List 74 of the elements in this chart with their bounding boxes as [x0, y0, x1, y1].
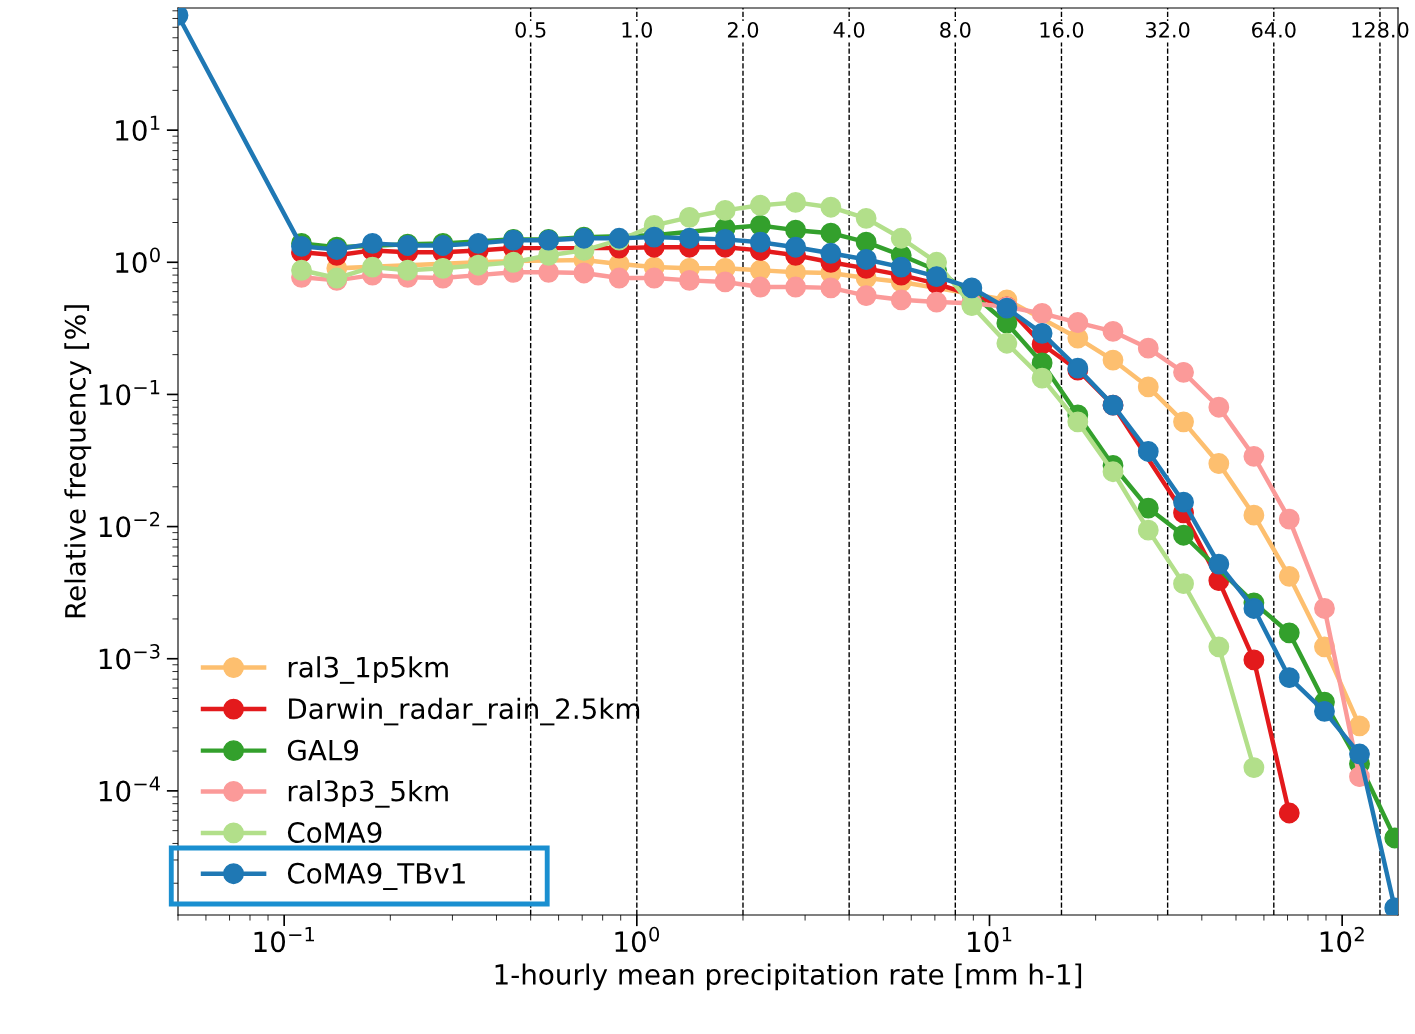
ref-line-label: 8.0: [940, 21, 971, 38]
y-tick-label: 10$^{−1}$: [99, 379, 160, 406]
ref-line-label: 4.0: [833, 21, 865, 38]
legend-label: GAL9: [287, 739, 359, 761]
point: [1067, 312, 1089, 333]
legend-label: ral3p3_5km: [288, 780, 448, 808]
legend-label: CoMA9: [287, 822, 382, 844]
point: [820, 196, 842, 218]
point: [1208, 636, 1230, 658]
point: [785, 191, 807, 213]
point: [714, 199, 736, 221]
y-tick-label: 10$^{−3}$: [99, 644, 160, 670]
point: [820, 277, 842, 299]
point: [1102, 461, 1124, 483]
point: [362, 256, 383, 278]
ref-line-label: 2.0: [727, 21, 759, 38]
point: [1173, 361, 1194, 383]
point: [820, 222, 842, 244]
point: [1243, 757, 1265, 779]
point: [1102, 320, 1124, 342]
point: [855, 285, 877, 306]
y-tick-label: 10$^{0}$: [116, 247, 160, 274]
point: [785, 276, 807, 298]
point: [1137, 497, 1159, 519]
point: [1031, 303, 1053, 324]
point: [785, 219, 807, 241]
point: [291, 259, 312, 281]
point: [608, 267, 630, 289]
point: [679, 269, 700, 291]
point: [1278, 802, 1300, 824]
x-axis-title: 1-hourly mean precipitation rate [mm h-1]: [495, 963, 1082, 991]
point: [1243, 445, 1265, 467]
point: [1208, 396, 1230, 418]
point: [1314, 598, 1335, 619]
point: [749, 276, 771, 298]
point: [855, 207, 877, 229]
point: [1031, 367, 1053, 389]
x-tick-label: 10$^{2}$: [1320, 926, 1364, 953]
point: [1278, 622, 1300, 644]
x-tick-label: 10$^{−1}$: [254, 927, 314, 953]
point: [573, 262, 595, 284]
y-tick-label: 10$^{−4}$: [99, 776, 160, 802]
y-tick-label: 10$^{−2}$: [99, 511, 160, 538]
x-tick-label: 10$^{1}$: [968, 927, 1012, 953]
legend-label: Darwin_radar_rain_2.5km: [289, 697, 640, 726]
y-tick-label: 10$^{1}$: [116, 115, 160, 141]
point: [432, 257, 454, 279]
point: [1067, 411, 1089, 433]
point: [1243, 649, 1265, 671]
x-tick-label: 10$^{0}$: [615, 926, 660, 953]
point: [1173, 573, 1194, 595]
ref-line-label: 64.0: [1252, 21, 1296, 38]
y-axis-title: Relative frequency [%]: [64, 305, 92, 618]
point: [397, 259, 419, 281]
point: [749, 194, 771, 216]
point: [855, 231, 877, 253]
point: [996, 332, 1018, 354]
ref-line-label: 1.0: [622, 21, 653, 38]
legend-label: ral3_1p5km: [288, 656, 448, 684]
point: [643, 267, 665, 289]
ref-line-label: 0.5: [515, 21, 546, 38]
point: [1278, 508, 1300, 530]
point: [1137, 519, 1159, 541]
point: [1137, 337, 1159, 359]
point: [679, 206, 700, 228]
point: [890, 227, 912, 249]
ref-line-label: 16.0: [1040, 21, 1084, 38]
point: [926, 291, 948, 313]
ref-line-label: 32.0: [1146, 21, 1190, 38]
legend-label: CoMA9_TBv1: [287, 862, 465, 890]
point: [1173, 524, 1194, 546]
point: [890, 289, 912, 311]
point: [538, 261, 559, 283]
point: [714, 271, 736, 293]
